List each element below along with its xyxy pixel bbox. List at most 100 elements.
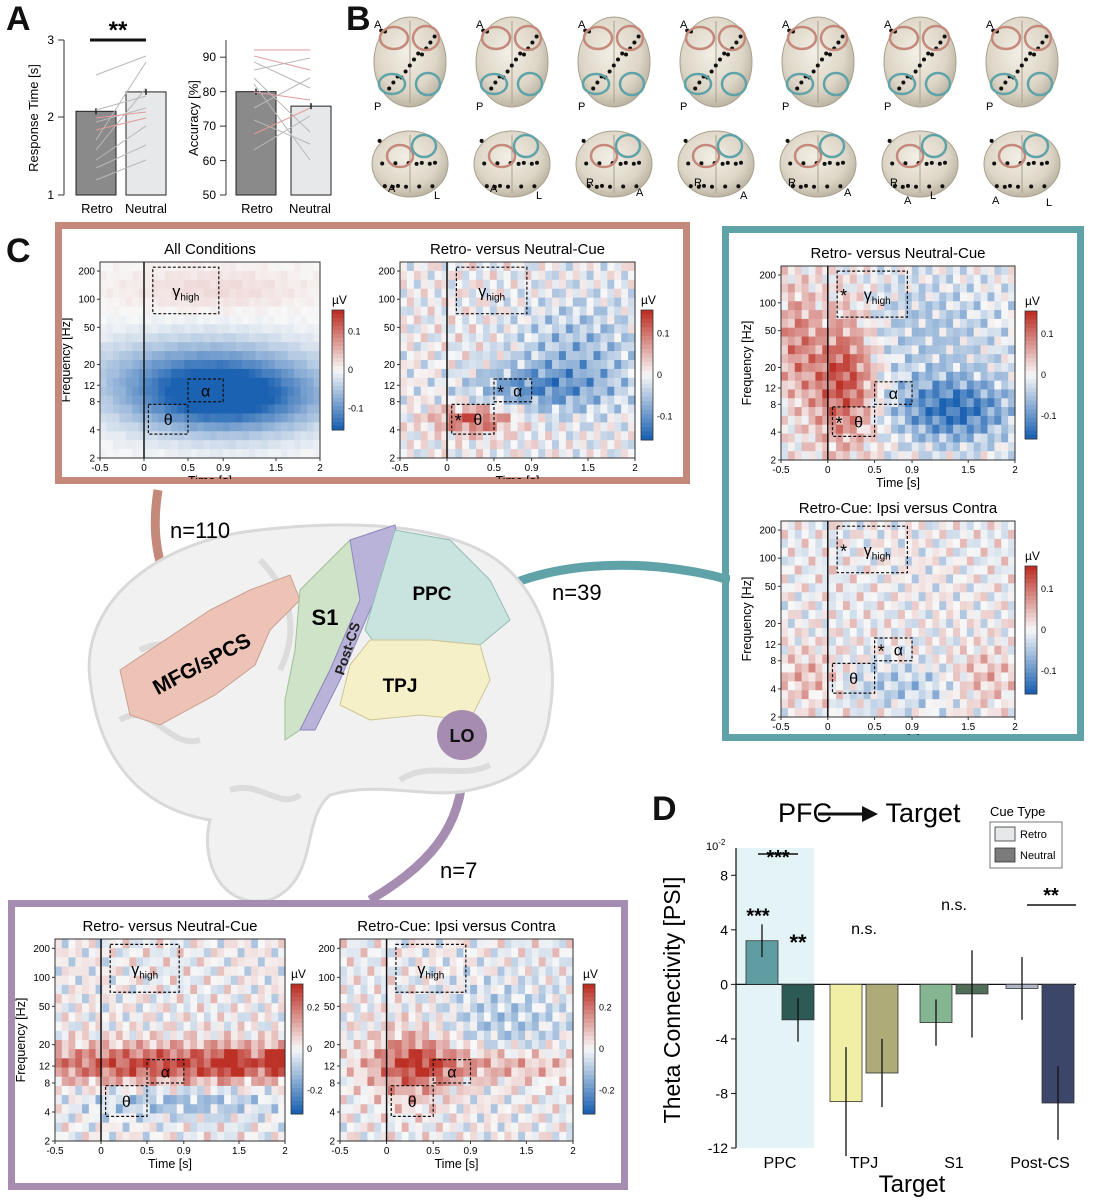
tf-cell: [142, 1131, 151, 1142]
tf-cell: [572, 395, 581, 406]
tf-cell: [427, 351, 436, 361]
tf-cell: [801, 654, 810, 665]
tf-cell: [222, 351, 231, 361]
electrode: [926, 51, 931, 56]
tf-cell: [946, 442, 954, 452]
tf-cell: [829, 574, 837, 584]
tf-cell: [911, 672, 920, 682]
tf-cell: [261, 422, 269, 432]
tf-cell: [932, 538, 940, 549]
tf-cell: [82, 1049, 90, 1059]
tf-cell: [565, 262, 574, 272]
tf-cell: [787, 645, 796, 656]
tf-cell: [415, 1003, 423, 1014]
tf-cell: [822, 663, 830, 674]
tf-cell: [237, 966, 246, 977]
parietal-roi: [920, 133, 948, 159]
tf-cell: [898, 672, 906, 682]
tf-cell: [61, 1003, 70, 1014]
tf-cell: [558, 413, 567, 423]
tf-cell: [151, 315, 159, 325]
tf-cell: [953, 266, 961, 276]
tf-cell: [504, 1067, 512, 1078]
tf-cell: [815, 389, 823, 399]
tf-cell: [132, 279, 140, 290]
tf-cell: [489, 386, 498, 397]
tf-cell: [531, 333, 539, 343]
tf-cell: [413, 413, 422, 423]
tf-cell: [217, 1113, 225, 1124]
tf-cell: [136, 1058, 144, 1069]
tf-cell: [600, 315, 608, 325]
tf-cell: [268, 449, 276, 459]
electrode: [631, 161, 636, 166]
electrode: [723, 184, 728, 189]
tf-cell: [593, 360, 602, 370]
tf-cell: [987, 663, 995, 674]
tf-cell: [607, 306, 615, 317]
tf-cell: [808, 424, 817, 435]
tf-cell: [891, 663, 899, 674]
tf-cell: [102, 1030, 110, 1041]
tf-cell: [122, 1076, 131, 1087]
tf-cell: [994, 708, 1002, 718]
tf-cell: [510, 360, 519, 370]
tf-cell: [849, 354, 858, 364]
tf-cell: [870, 627, 878, 638]
tf-cell: [401, 1021, 410, 1032]
tf-cell: [953, 699, 961, 709]
tf-cell: [406, 431, 415, 441]
tf-cell: [856, 690, 865, 700]
tf-cell: [229, 377, 237, 388]
tf-cell: [353, 984, 362, 995]
tf-cell: [210, 1085, 218, 1096]
tf-cell: [593, 306, 602, 317]
electrode: [495, 161, 500, 166]
tf-cell: [565, 279, 574, 290]
tf-cell: [781, 574, 789, 584]
tf-cell: [129, 1095, 137, 1105]
tf-cell: [401, 1122, 410, 1133]
tf-cell: [434, 270, 443, 281]
tf-cell: [129, 1076, 137, 1087]
tf-cell: [413, 306, 422, 317]
tf-cell: [106, 377, 114, 388]
tf-cell: [235, 368, 243, 379]
orientation-label: A: [992, 195, 1000, 207]
tf-cell: [441, 386, 449, 397]
tf-cell: [224, 984, 232, 995]
tf-cell: [360, 1067, 369, 1078]
tf-cell: [987, 654, 995, 665]
tf-cell: [504, 1049, 512, 1059]
tf-cell: [55, 1021, 63, 1032]
tf-cell: [579, 431, 588, 441]
tf-cell: [95, 994, 103, 1004]
tf-cell: [891, 574, 899, 584]
tf-cell: [242, 315, 250, 325]
tf-cell: [406, 386, 415, 397]
tf-cell: [448, 324, 456, 334]
tf-cell: [614, 333, 622, 343]
tf-cell: [525, 1058, 533, 1069]
tf-cell: [503, 306, 512, 317]
tf-cell: [849, 592, 858, 602]
tf-cell: [281, 270, 289, 281]
tf-cell: [400, 377, 408, 388]
tf-cell: [129, 1058, 137, 1069]
tf-cell: [422, 1076, 430, 1087]
tf-cell: [987, 690, 995, 700]
tf-cell: [586, 413, 595, 423]
tf-cell: [394, 966, 403, 977]
tf-cell: [222, 368, 231, 379]
tf-cell: [863, 699, 872, 709]
tf-cell: [932, 336, 940, 346]
tf-xlabel: Time [s]: [876, 476, 920, 490]
tf-cell: [400, 404, 408, 415]
tf-cell: [870, 363, 878, 373]
tf-cell: [264, 975, 273, 986]
tf-cell: [274, 431, 282, 441]
tf-cell: [394, 1122, 403, 1133]
electrode: [1016, 184, 1020, 189]
tf-cell: [1008, 556, 1016, 567]
tf-cell: [829, 663, 837, 674]
